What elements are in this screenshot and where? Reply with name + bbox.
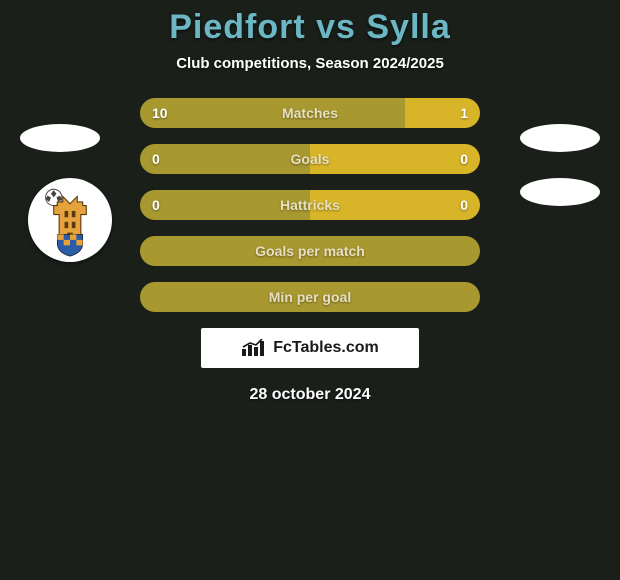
stats-list: 10 Matches 1 0 Goals 0 0 Hattricks 0 Goa… (140, 98, 480, 312)
left-player-marker-1 (20, 124, 100, 152)
stat-value-right: 0 (460, 151, 468, 167)
stat-value-right: 1 (460, 105, 468, 121)
date-text: 28 october 2024 (0, 386, 620, 404)
subtitle: Club competitions, Season 2024/2025 (0, 55, 620, 72)
bar-chart-icon (241, 339, 267, 357)
stat-row-min-per-goal: Min per goal (140, 282, 480, 312)
stat-label: Goals (140, 151, 480, 167)
right-player-marker-1 (520, 124, 600, 152)
stat-row-goals-per-match: Goals per match (140, 236, 480, 266)
watermark: FcTables.com (201, 328, 419, 368)
stat-label: Matches (140, 105, 480, 121)
stat-value-right: 0 (460, 197, 468, 213)
stat-label: Goals per match (140, 243, 480, 259)
watermark-text: FcTables.com (273, 339, 379, 357)
comparison-card: Piedfort vs Sylla Club competitions, Sea… (0, 0, 620, 580)
stat-label: Min per goal (140, 289, 480, 305)
stat-row-hattricks: 0 Hattricks 0 (140, 190, 480, 220)
page-title: Piedfort vs Sylla (0, 8, 620, 47)
right-player-marker-2 (520, 178, 600, 206)
club-crest (28, 178, 112, 262)
stat-row-matches: 10 Matches 1 (140, 98, 480, 128)
stat-row-goals: 0 Goals 0 (140, 144, 480, 174)
stat-label: Hattricks (140, 197, 480, 213)
club-crest-icon (32, 182, 108, 258)
